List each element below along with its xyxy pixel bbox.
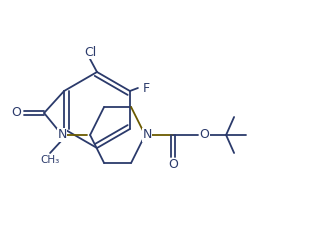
Text: N: N (142, 128, 152, 142)
Text: F: F (142, 81, 150, 94)
Text: CH₃: CH₃ (40, 155, 60, 165)
Text: Cl: Cl (84, 45, 96, 58)
Text: O: O (199, 128, 209, 142)
Text: N: N (57, 128, 67, 142)
Text: O: O (11, 106, 21, 119)
Text: O: O (168, 158, 178, 171)
